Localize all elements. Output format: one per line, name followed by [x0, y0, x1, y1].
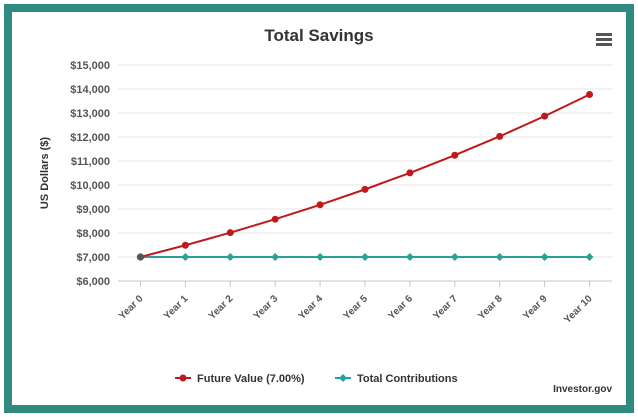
y-tick-label: $8,000 — [76, 228, 110, 240]
x-tick-label: Year 9 — [521, 293, 550, 322]
y-tick-label: $15,000 — [70, 60, 110, 72]
data-point[interactable] — [226, 229, 234, 237]
data-point[interactable] — [181, 253, 190, 261]
x-tick-label: Year 2 — [207, 293, 236, 322]
data-point[interactable] — [271, 253, 280, 261]
start-point — [136, 253, 144, 261]
source-credit: Investor.gov — [553, 384, 612, 395]
data-point[interactable] — [226, 253, 235, 261]
x-tick-label: Year 0 — [117, 293, 146, 322]
y-tick-label: $6,000 — [76, 276, 110, 288]
x-tick-label: Year 7 — [431, 293, 460, 322]
y-tick-label: $14,000 — [70, 84, 110, 96]
data-point[interactable] — [541, 112, 549, 120]
data-point[interactable] — [316, 253, 325, 261]
x-tick-label: Year 3 — [252, 293, 281, 322]
x-tick-label: Year 5 — [341, 293, 370, 322]
y-tick-label: $11,000 — [71, 156, 110, 168]
x-tick-label: Year 4 — [297, 293, 326, 322]
x-tick-label: Year 10 — [562, 293, 595, 326]
data-point[interactable] — [585, 253, 594, 261]
hamburger-menu-icon[interactable] — [596, 33, 612, 46]
legend-marker — [339, 374, 347, 382]
x-tick-label: Year 8 — [476, 293, 505, 322]
line-chart: $6,000 $7,000 $8,000 $9,000 $10,000 $11,000 $1… — [39, 60, 612, 385]
y-tick-label: $13,000 — [70, 108, 110, 120]
data-point[interactable] — [540, 253, 549, 261]
data-point[interactable] — [406, 169, 414, 177]
data-point[interactable] — [361, 185, 369, 193]
chart-title: Total Savings — [264, 26, 374, 45]
data-point[interactable] — [181, 241, 189, 249]
y-tick-label: $12,000 — [70, 132, 110, 144]
data-point[interactable] — [361, 253, 369, 261]
x-tick-label: Year 1 — [162, 293, 191, 322]
data-point[interactable] — [405, 253, 414, 261]
data-point[interactable] — [271, 215, 279, 223]
data-point[interactable] — [496, 132, 504, 140]
x-tick-label: Year 6 — [386, 293, 415, 322]
y-tick-label: $9,000 — [76, 204, 110, 216]
y-axis-title: US Dollars ($) — [39, 137, 51, 209]
y-tick-label: $7,000 — [76, 252, 110, 264]
data-point[interactable] — [451, 151, 459, 159]
data-point[interactable] — [450, 253, 459, 261]
data-point[interactable] — [495, 253, 504, 261]
data-point[interactable] — [316, 201, 324, 209]
chart-frame: Total Savings $6,000 $7,000 $8,000 $9,000 $1… — [4, 4, 634, 413]
y-tick-label: $10,000 — [70, 180, 110, 192]
data-point[interactable] — [586, 91, 594, 99]
legend-item-future-value[interactable]: Future Value (7.00%) — [197, 373, 305, 385]
legend-marker — [179, 374, 187, 382]
legend-item-total-contributions[interactable]: Total Contributions — [357, 373, 458, 385]
